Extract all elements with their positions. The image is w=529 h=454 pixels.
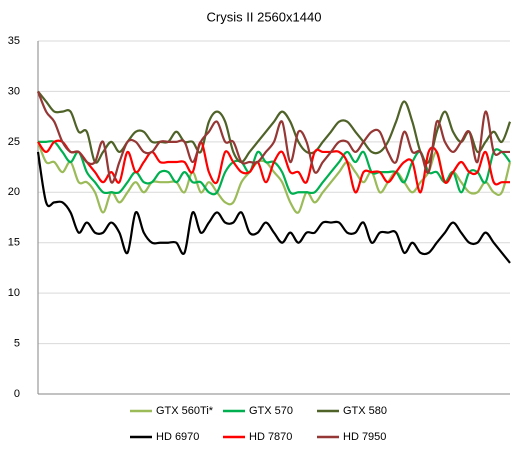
legend-label: GTX 580 — [343, 405, 387, 417]
y-tick-label: 35 — [8, 35, 20, 47]
legend-label: GTX 560Ti* — [156, 405, 214, 417]
legend-label: HD 6970 — [156, 431, 199, 443]
y-tick-label: 25 — [8, 136, 20, 148]
legend-label: HD 7950 — [343, 431, 386, 443]
chart-title: Crysis II 2560x1440 — [207, 9, 322, 24]
y-tick-label: 15 — [8, 237, 20, 249]
y-tick-label: 0 — [14, 388, 20, 400]
series-line — [36, 151, 511, 264]
legend-label: HD 7870 — [249, 431, 292, 443]
y-tick-label: 10 — [8, 287, 20, 299]
y-tick-label: 5 — [14, 337, 20, 349]
legend-label: GTX 570 — [249, 405, 293, 417]
y-tick-label: 30 — [8, 85, 20, 97]
series-line — [36, 91, 510, 184]
series-line — [37, 139, 510, 194]
y-tick-label: 20 — [8, 186, 20, 198]
